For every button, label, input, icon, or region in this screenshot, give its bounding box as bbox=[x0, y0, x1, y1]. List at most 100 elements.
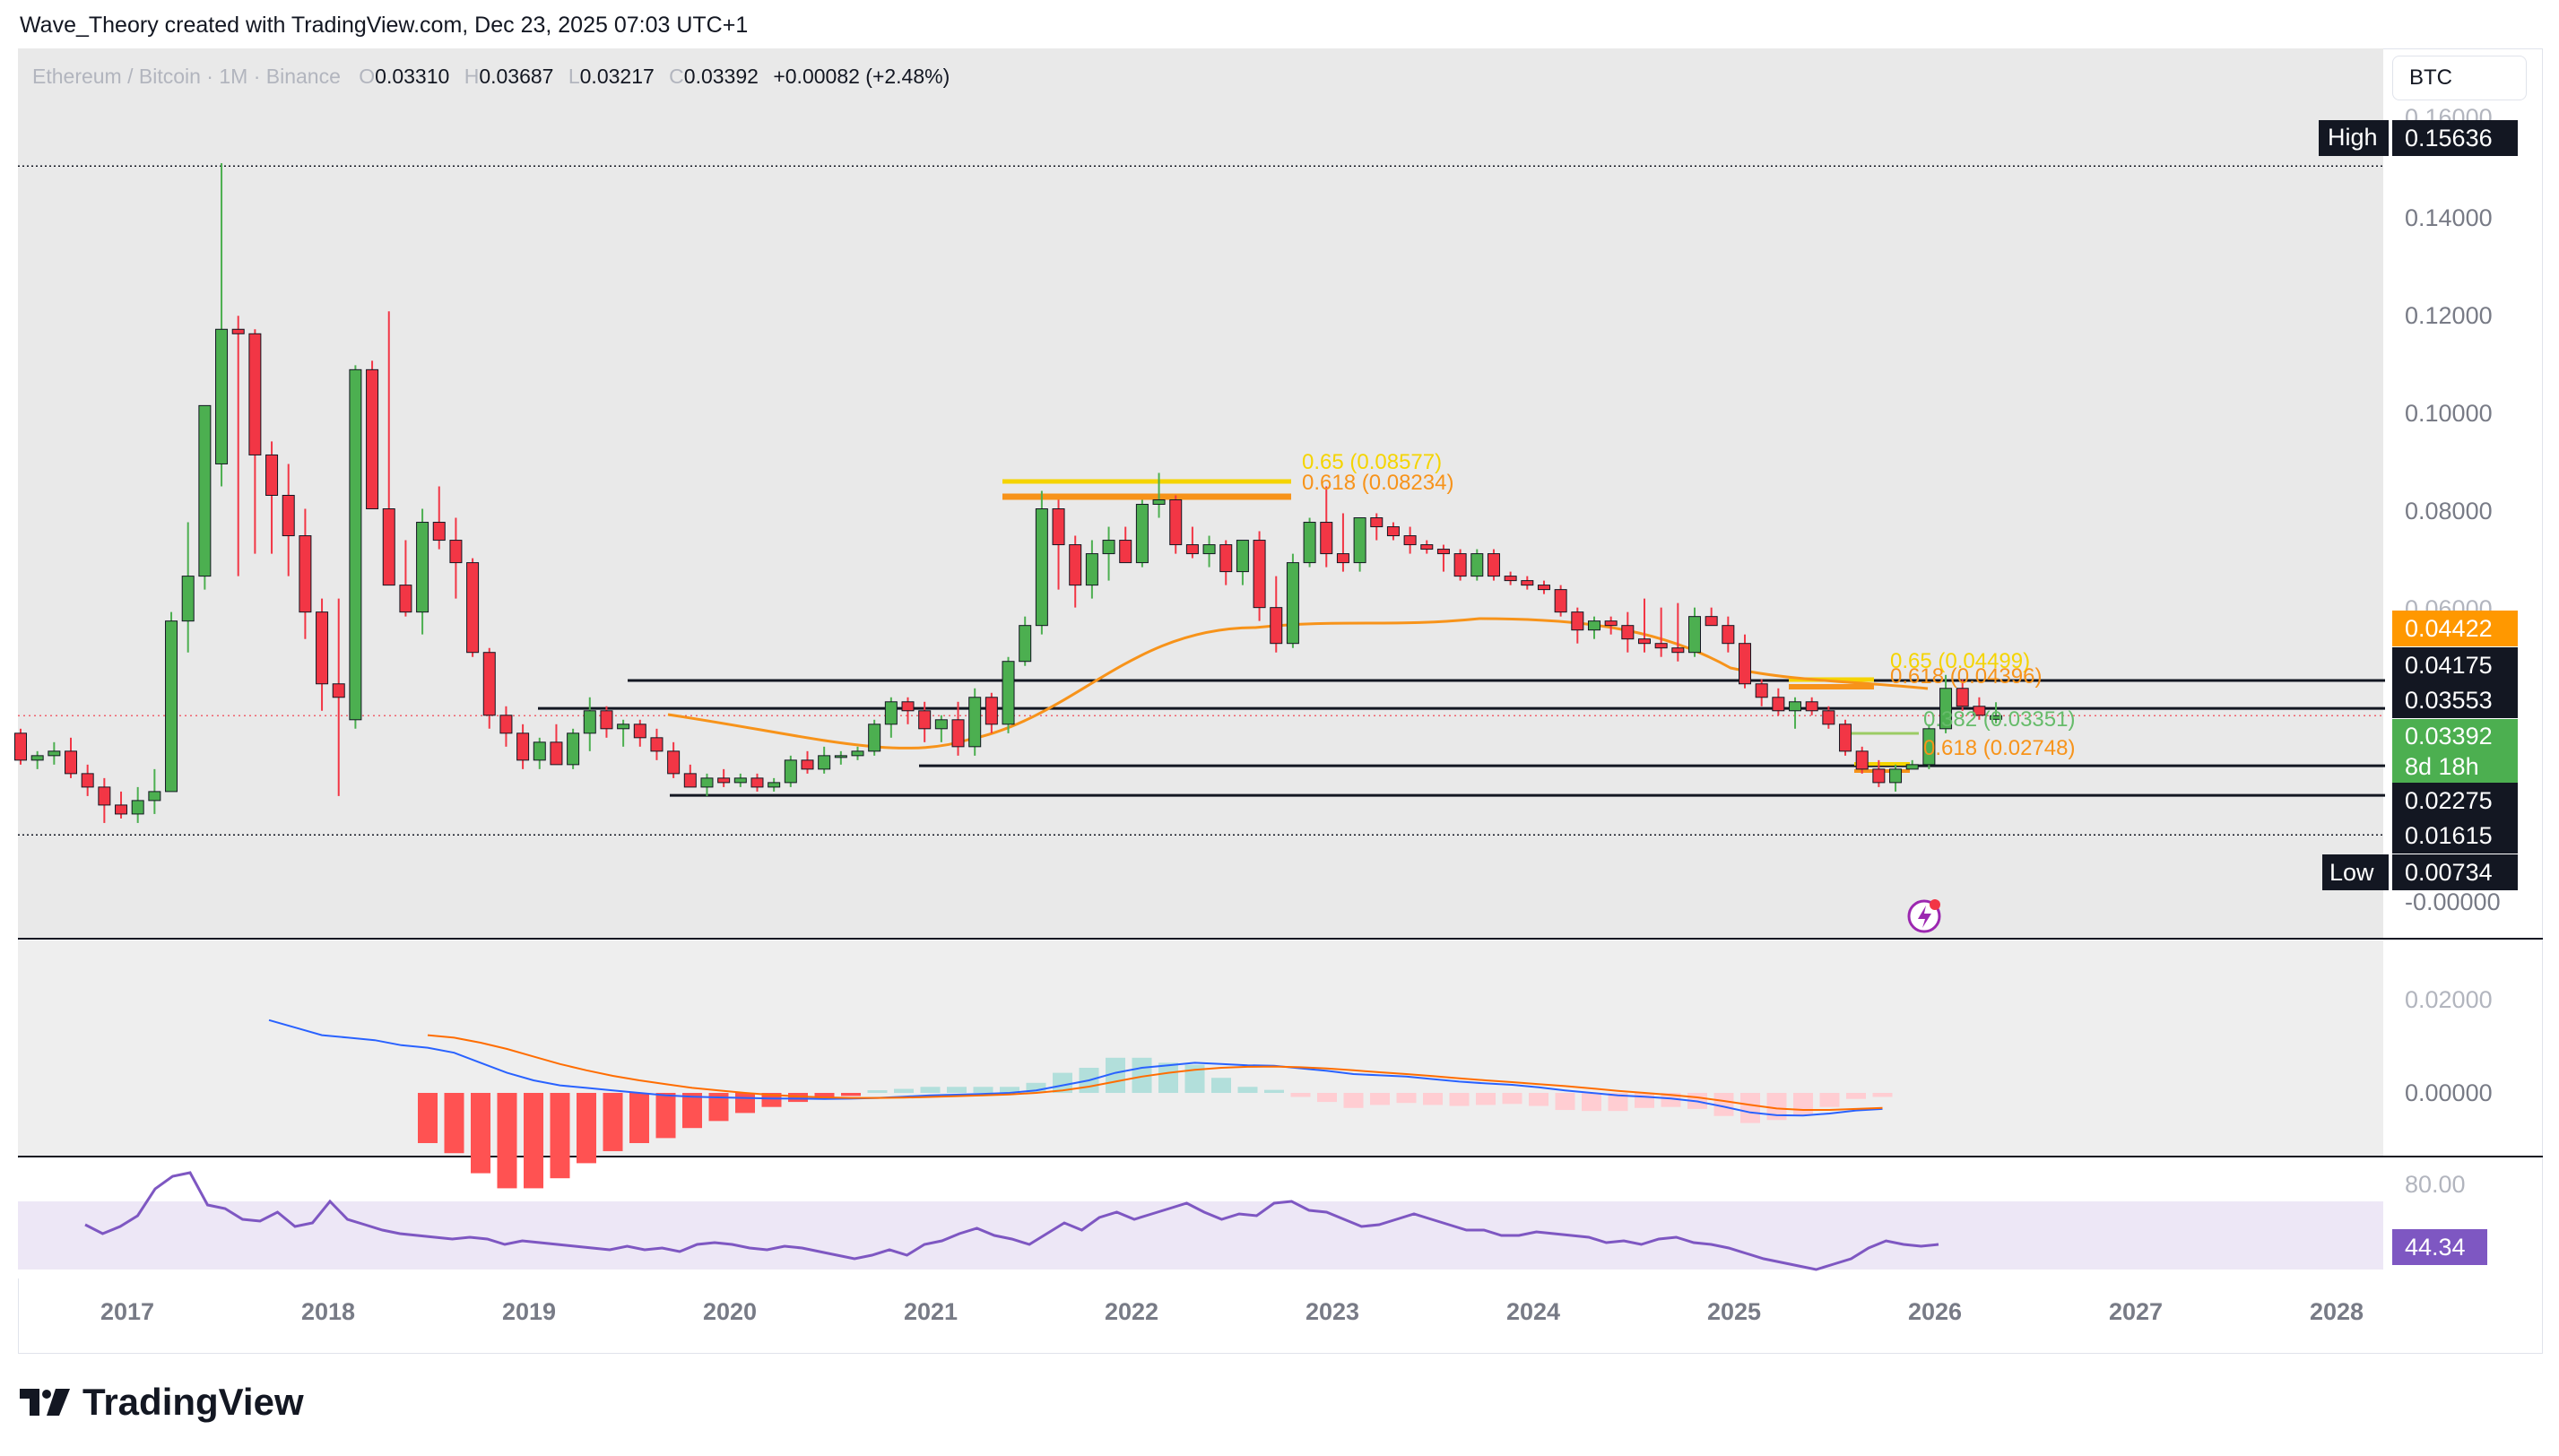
y-axis-tick: 0.08000 bbox=[2405, 498, 2493, 524]
candle-body bbox=[700, 777, 714, 788]
macd-hist-bar bbox=[1026, 1082, 1046, 1093]
candle-body bbox=[1035, 508, 1048, 627]
candle-body bbox=[1135, 504, 1149, 564]
candle-body bbox=[248, 333, 262, 455]
candle-body bbox=[1587, 620, 1600, 631]
change-value: +0.00082 (+2.48%) bbox=[773, 65, 950, 88]
low-value: 0.03217 bbox=[579, 65, 655, 88]
macd-hist-bar bbox=[1582, 1093, 1601, 1112]
macd-hist-bar bbox=[1819, 1093, 1840, 1107]
fib-label: 0.618 (0.02748) bbox=[1923, 736, 2075, 760]
macd-hist-bar bbox=[577, 1093, 596, 1164]
candle-body bbox=[98, 786, 111, 806]
x-axis-tick: 2025 bbox=[1707, 1298, 1761, 1325]
candle-body bbox=[1119, 540, 1132, 564]
candle-body bbox=[851, 750, 864, 757]
candle-body bbox=[332, 683, 345, 698]
macd-hist-bar bbox=[1423, 1093, 1443, 1105]
fib-label: 0.618 (0.04396) bbox=[1890, 664, 2042, 689]
macd-hist-bar bbox=[1396, 1093, 1417, 1104]
x-axis-tick: 2022 bbox=[1105, 1298, 1158, 1325]
rsi-y-tick: 80.00 bbox=[2405, 1171, 2466, 1198]
candle-body bbox=[1202, 544, 1216, 555]
level-price-label-bg bbox=[2392, 682, 2518, 718]
macd-hist-bar bbox=[1053, 1072, 1072, 1093]
close-key: C bbox=[669, 65, 684, 88]
candle-body bbox=[1688, 616, 1701, 654]
candle-body bbox=[1990, 715, 2003, 720]
candle-body bbox=[349, 368, 362, 721]
candle-body bbox=[1236, 540, 1249, 573]
candle-body bbox=[768, 782, 781, 788]
candle-body bbox=[901, 701, 915, 712]
high-price-label-bg bbox=[2392, 120, 2518, 156]
candle-body bbox=[1470, 553, 1484, 577]
candle-body bbox=[1822, 710, 1835, 725]
candle-body bbox=[1654, 643, 1668, 649]
chart-header: Wave_Theory created with TradingView.com… bbox=[20, 13, 749, 38]
candle-body bbox=[968, 697, 982, 748]
macd-hist-bar bbox=[1635, 1093, 1654, 1108]
macd-hist-bar bbox=[761, 1093, 782, 1107]
level-price-label: 0.04175 bbox=[2405, 652, 2493, 679]
candle-body bbox=[1722, 625, 1735, 645]
candle-body bbox=[784, 759, 797, 784]
candle-body bbox=[550, 741, 563, 766]
currency-button[interactable]: BTC bbox=[2392, 56, 2527, 100]
candle-body bbox=[1370, 517, 1384, 528]
candle-body bbox=[432, 522, 446, 542]
level-price-label-bg bbox=[2392, 818, 2518, 854]
candle-body bbox=[1772, 697, 1785, 712]
macd-hist-bar bbox=[1713, 1093, 1734, 1116]
x-axis-tick: 2017 bbox=[100, 1298, 154, 1325]
fib-label: 0.618 (0.08234) bbox=[1302, 471, 1453, 495]
candle-body bbox=[1604, 620, 1618, 627]
tradingview-logo[interactable]: TradingView bbox=[20, 1381, 304, 1424]
candle-body bbox=[499, 715, 513, 734]
candle-body bbox=[1739, 643, 1752, 685]
level-price-label: 0.03553 bbox=[2405, 687, 2493, 714]
macd-hist-bar bbox=[1158, 1062, 1178, 1093]
macd-hist-bar bbox=[1846, 1093, 1866, 1099]
macd-hist-bar bbox=[1264, 1089, 1284, 1093]
ema-line bbox=[667, 617, 1929, 750]
macd-hist-bar bbox=[973, 1087, 993, 1093]
candle-body bbox=[131, 800, 144, 815]
alert-icon bbox=[1907, 899, 1941, 933]
candle-body bbox=[1705, 616, 1718, 627]
price-panel-top bbox=[18, 48, 2383, 66]
candle-body bbox=[1637, 638, 1651, 645]
macd-hist-bar bbox=[1106, 1057, 1125, 1093]
candle-body bbox=[1487, 553, 1500, 577]
low-key: L bbox=[568, 65, 580, 88]
candle-body bbox=[366, 368, 379, 510]
candle-body bbox=[1504, 576, 1517, 582]
candle-body bbox=[818, 755, 831, 770]
x-axis-tick: 2027 bbox=[2109, 1298, 2163, 1325]
fib-label: 0.65 (0.04499) bbox=[1890, 649, 2030, 673]
low-tag-bg bbox=[2322, 854, 2389, 890]
candle-body bbox=[1872, 768, 1886, 784]
candle-body bbox=[801, 759, 814, 770]
candle-body bbox=[48, 750, 61, 757]
macd-y-tick: 0.00000 bbox=[2405, 1079, 2493, 1106]
candle-body bbox=[1320, 522, 1333, 555]
candle-body bbox=[834, 755, 847, 758]
macd-hist-bar bbox=[1608, 1093, 1628, 1112]
candle-body bbox=[399, 585, 412, 613]
high-tag-bg bbox=[2319, 120, 2389, 156]
x-axis-tick: 2020 bbox=[703, 1298, 757, 1325]
candle-body bbox=[1905, 764, 1919, 770]
candle-body bbox=[416, 522, 429, 613]
rsi-value-label: 44.34 bbox=[2405, 1234, 2466, 1261]
candle-body bbox=[1789, 701, 1802, 712]
candle-body bbox=[81, 773, 94, 788]
candle-body bbox=[1453, 553, 1467, 577]
macd-hist-bar bbox=[603, 1093, 623, 1151]
candle-body bbox=[1169, 499, 1183, 546]
candle-body bbox=[1019, 625, 1032, 663]
countdown-label: 8d 18h bbox=[2405, 753, 2479, 780]
candle-body bbox=[1855, 750, 1869, 770]
candle-body bbox=[985, 697, 998, 725]
